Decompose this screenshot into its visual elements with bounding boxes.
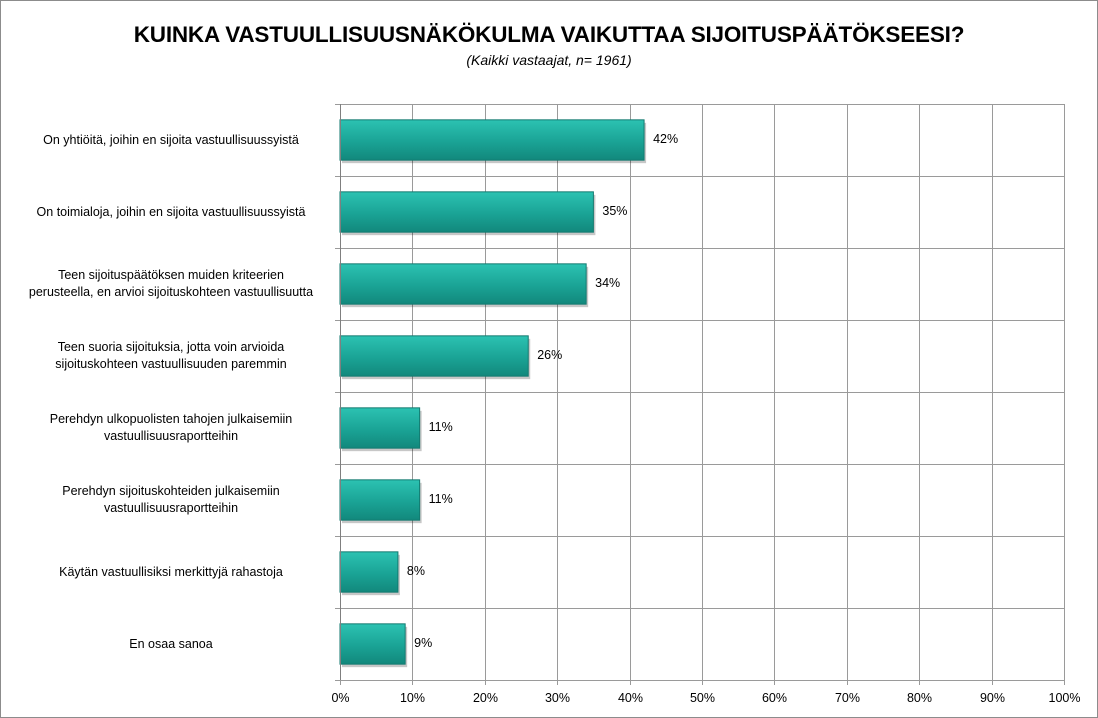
data-label: 35%	[602, 204, 628, 218]
category-label: Teen suoria sijoituksia, jotta voin arvi…	[55, 340, 287, 371]
data-label: 11%	[428, 492, 453, 506]
chart-title: KUINKA VASTUULLISUUSNÄKÖKULMA VAIKUTTAA …	[133, 22, 965, 47]
bar	[339, 623, 406, 665]
category-label: Perehdyn sijoituskohteiden julkaisemiin v…	[62, 484, 280, 515]
bar	[339, 263, 587, 305]
chart-subtitle: (Kaikki vastaajat, n= 1961)	[466, 52, 632, 68]
category-label: On yhtiöitä, joihin en sijoita vastuulli…	[43, 132, 299, 147]
x-tick-label: 60%	[761, 691, 788, 705]
x-tick-label: 0%	[331, 691, 350, 705]
x-tick-label: 90%	[979, 691, 1006, 705]
data-label: 11%	[428, 420, 453, 434]
data-label: 26%	[537, 348, 563, 362]
gridlines	[335, 104, 1065, 685]
data-label: 8%	[406, 564, 425, 578]
bars	[339, 119, 647, 668]
bar	[339, 551, 399, 593]
data-label: 42%	[653, 132, 679, 146]
x-tick-label: 40%	[617, 691, 644, 705]
bar	[339, 191, 594, 233]
bar	[339, 407, 421, 449]
x-tick-label: 50%	[689, 691, 716, 705]
x-tick-label: 10%	[399, 691, 426, 705]
bar	[339, 119, 645, 161]
x-tick-label: 20%	[472, 691, 499, 705]
bar	[339, 479, 421, 521]
category-label: Teen sijoituspäätöksen muiden kriteerien…	[28, 268, 314, 299]
x-tick-label: 30%	[544, 691, 571, 705]
x-tick-label: 80%	[906, 691, 933, 705]
x-tick-label: 100%	[1048, 691, 1081, 705]
category-label: Käytän vastuullisiksi merkittyjä rahasto…	[59, 564, 283, 579]
category-label: Perehdyn ulkopuolisten tahojen julkaisem…	[49, 412, 293, 443]
bar	[339, 335, 529, 377]
category-label: En osaa sanoa	[129, 636, 213, 651]
x-tick-label: 70%	[834, 691, 861, 705]
data-label: 9%	[414, 636, 433, 650]
data-label: 34%	[595, 276, 621, 290]
category-label: On toimialoja, joihin en sijoita vastuul…	[36, 204, 306, 219]
